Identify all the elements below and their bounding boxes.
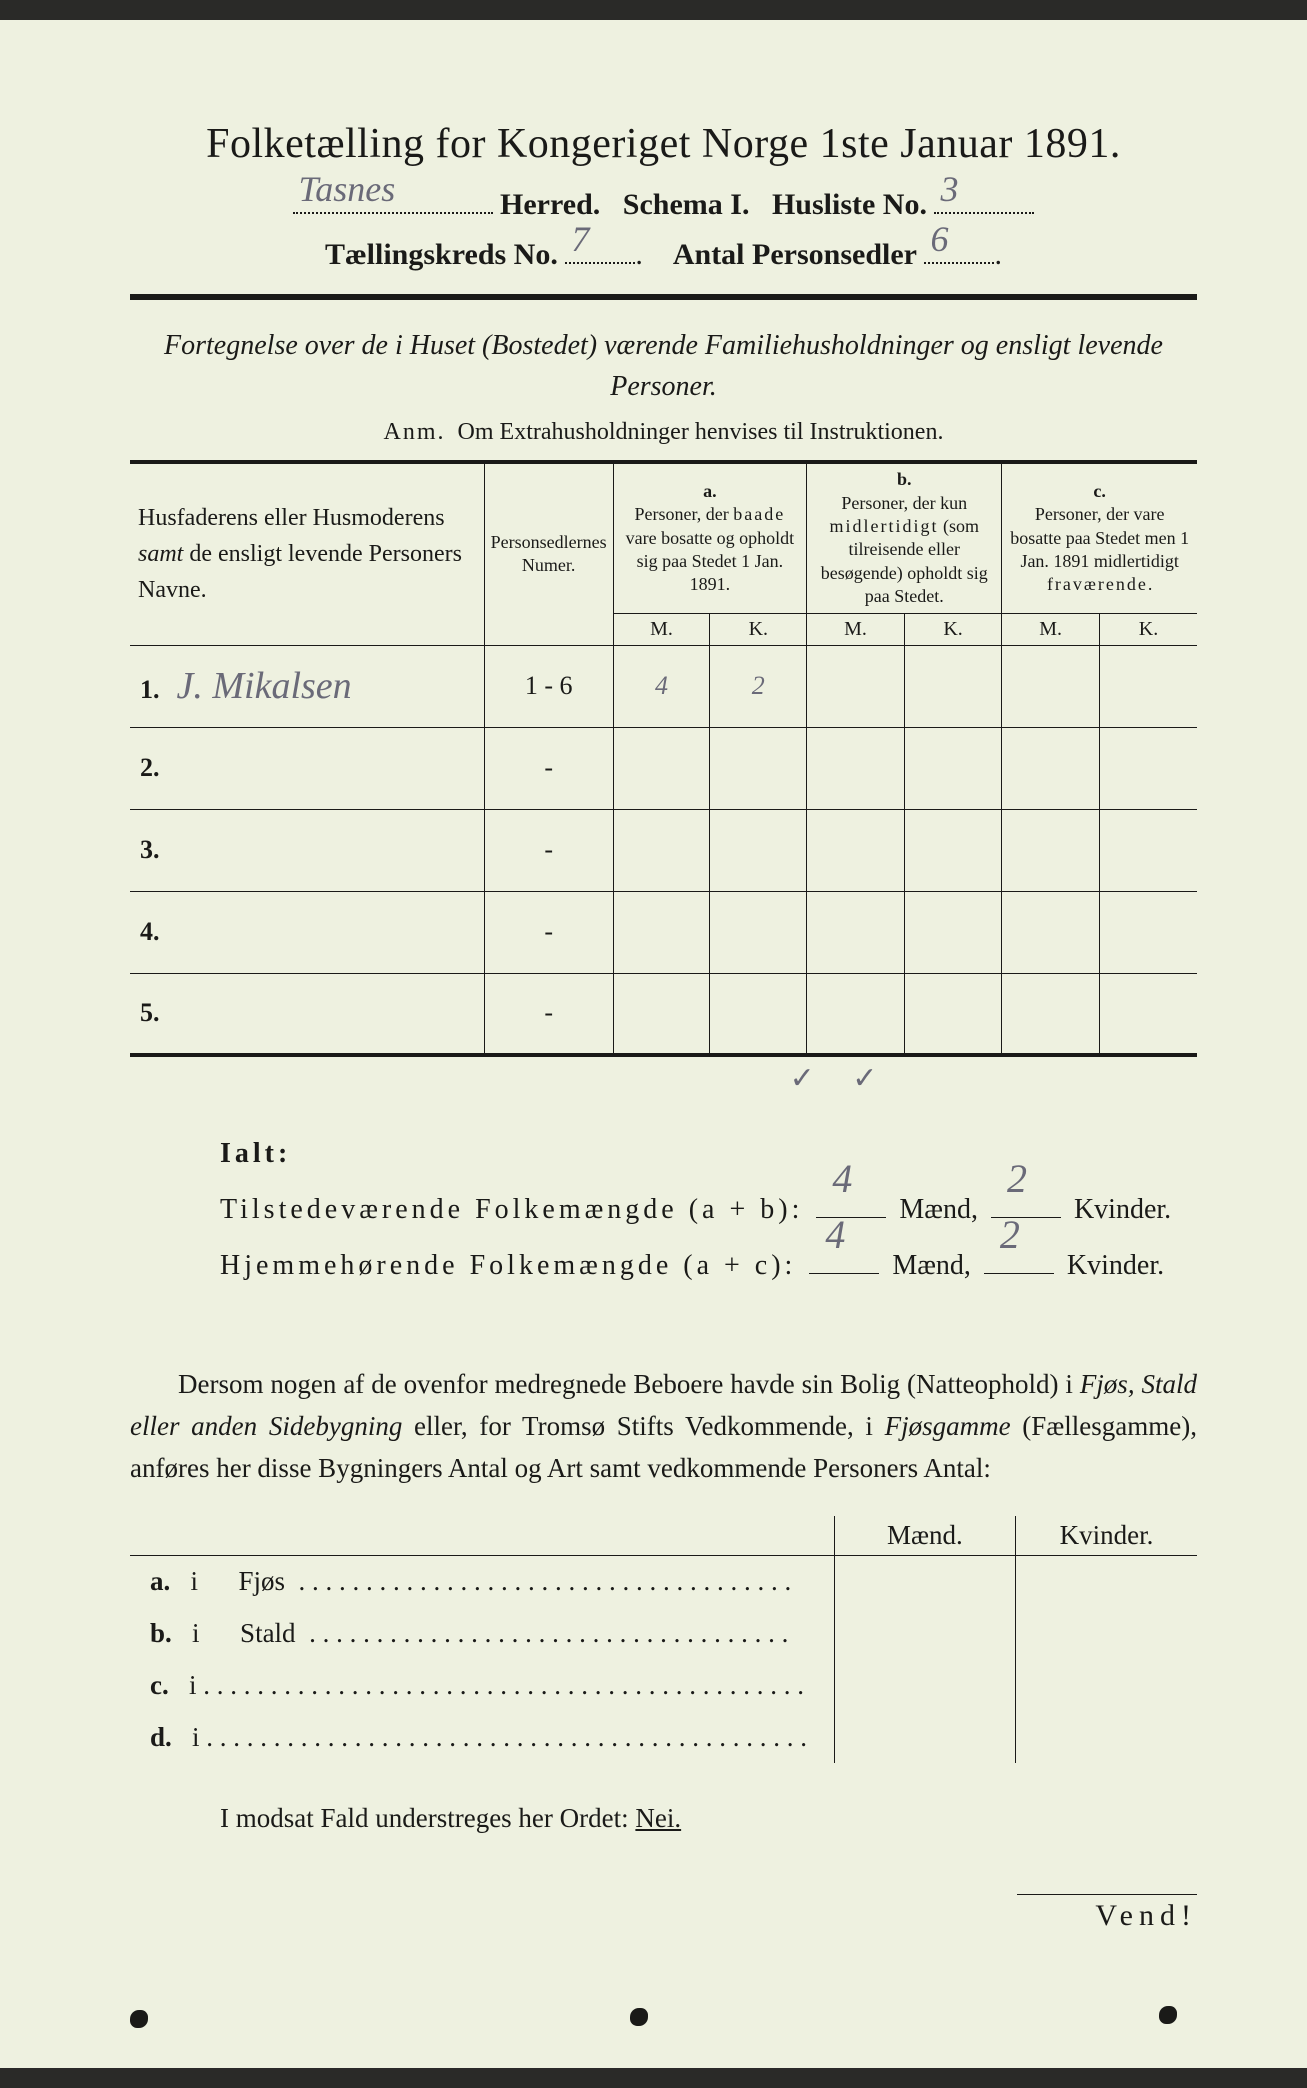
header-line-3: Tællingskreds No. 7 . Antal Personsedler… (130, 236, 1197, 272)
ink-spot-icon (1159, 2006, 1177, 2024)
col-c-m: M. (1002, 613, 1100, 645)
row-number: 5. (140, 998, 170, 1028)
col-b-m: M. (807, 613, 905, 645)
subtable-label-d: d. i . . . . . . . . . . . . . . . . . .… (130, 1711, 834, 1763)
nei-line: I modsat Fald understreges her Ordet: Ne… (130, 1803, 1197, 1834)
subtitle-text: Fortegnelse over de i Huset (Bostedet) v… (164, 330, 1163, 402)
row-b-k (904, 645, 1002, 727)
subtable-label-a: a. i Fjøs . . . . . . . . . . . . . . . … (130, 1555, 834, 1607)
herred-handwritten: Tasnes (299, 168, 396, 210)
row-b-m (807, 645, 905, 727)
totals-block: Ialt: Tilstedeværende Folkemængde (a + b… (220, 1126, 1197, 1294)
herred-field: Tasnes (293, 186, 493, 214)
kvinder-label: Kvinder. (1074, 1194, 1171, 1225)
outbuilding-table: Mænd. Kvinder. a. i Fjøs . . . . . . . .… (130, 1516, 1197, 1764)
row-name-handwritten: J. Mikalsen (177, 665, 352, 707)
row-number: 3. (140, 835, 170, 865)
col-a-k: K. (710, 613, 807, 645)
row-numer: - (484, 973, 613, 1055)
row-number: 4. (140, 917, 170, 947)
page-title: Folketælling for Kongeriget Norge 1ste J… (130, 120, 1197, 168)
subtable-maend: Mænd. (834, 1516, 1015, 1556)
totals-line-1: Tilstedeværende Folkemængde (a + b): 4 M… (220, 1182, 1197, 1238)
maend-label: Mænd, (899, 1194, 978, 1225)
ink-spot-icon (630, 2008, 648, 2026)
herred-label: Herred. (500, 188, 600, 221)
antal-label: Antal Personsedler (673, 238, 917, 271)
check-marks: ✓ ✓ (130, 1061, 1197, 1096)
totals-l2-m-field: 4 (809, 1248, 879, 1274)
nei-word: Nei. (635, 1803, 681, 1833)
row-numer: - (484, 809, 613, 891)
row-numer: - (484, 727, 613, 809)
col-c-header: c. Personer, der vare bosatte paa Stedet… (1002, 462, 1197, 613)
outbuilding-paragraph: Dersom nogen af de ovenfor medregnede Be… (130, 1364, 1197, 1490)
kreds-handwritten: 7 (571, 218, 589, 260)
subtitle: Fortegnelse over de i Huset (Bostedet) v… (130, 326, 1197, 407)
anm-label: Anm. (384, 419, 446, 445)
row-c-m (1002, 645, 1100, 727)
husliste-handwritten: 3 (940, 168, 958, 210)
census-form-page: Folketælling for Kongeriget Norge 1ste J… (0, 20, 1307, 2068)
subtable-row: d. i . . . . . . . . . . . . . . . . . .… (130, 1711, 1197, 1763)
table-row: 2. - (130, 727, 1197, 809)
husliste-label: Husliste No. (772, 188, 927, 221)
schema-label: Schema I. (623, 188, 750, 221)
table-row: 3. - (130, 809, 1197, 891)
anm-line: Anm. Om Extrahusholdninger henvises til … (130, 419, 1197, 446)
row-c-k (1099, 645, 1197, 727)
main-table: Husfaderens eller Husmoderens samt de en… (130, 460, 1197, 1057)
totals-line2-label: Hjemmehørende Folkemængde (a + c): (220, 1250, 796, 1281)
subtable-kvinder: Kvinder. (1016, 1516, 1197, 1556)
row-number: 2. (140, 753, 170, 783)
subtable-row: a. i Fjøs . . . . . . . . . . . . . . . … (130, 1555, 1197, 1607)
kvinder-label: Kvinder. (1067, 1250, 1164, 1281)
col-a-header: a. Personer, der baade vare bosatte og o… (613, 462, 806, 613)
table-row: 5. - (130, 973, 1197, 1055)
table-header-row: Husfaderens eller Husmoderens samt de en… (130, 462, 1197, 613)
table-row: 4. - (130, 891, 1197, 973)
kreds-field: 7 (565, 236, 635, 264)
header-line-2: Tasnes Herred. Schema I. Husliste No. 3 (130, 186, 1197, 222)
kreds-label: Tællingskreds No. (325, 238, 558, 271)
subtable-row: c. i . . . . . . . . . . . . . . . . . .… (130, 1659, 1197, 1711)
anm-text: Om Extrahusholdninger henvises til Instr… (458, 419, 944, 445)
maend-label: Mænd, (892, 1250, 971, 1281)
col-names-header: Husfaderens eller Husmoderens samt de en… (130, 462, 484, 645)
row-a-k: 2 (710, 645, 807, 727)
row-a-m: 4 (613, 645, 710, 727)
totals-l2-k-field: 2 (984, 1248, 1054, 1274)
rule-1 (130, 294, 1197, 300)
subtable-row: b. i Stald . . . . . . . . . . . . . . .… (130, 1607, 1197, 1659)
col-c-k: K. (1099, 613, 1197, 645)
antal-field: 6 (924, 236, 994, 264)
antal-handwritten: 6 (930, 218, 948, 260)
col-a-m: M. (613, 613, 710, 645)
totals-line1-label: Tilstedeværende Folkemængde (a + b): (220, 1194, 803, 1225)
subtable-label-b: b. i Stald . . . . . . . . . . . . . . .… (130, 1607, 834, 1659)
ialt-heading: Ialt: (220, 1126, 1197, 1182)
totals-line-2: Hjemmehørende Folkemængde (a + c): 4 Mæn… (220, 1238, 1197, 1294)
col-b-k: K. (904, 613, 1002, 645)
row-number: 1. (140, 675, 170, 705)
subtable-label-c: c. i . . . . . . . . . . . . . . . . . .… (130, 1659, 834, 1711)
ink-spot-icon (130, 2010, 148, 2028)
vend-label: Vend! (1017, 1894, 1197, 1933)
husliste-field: 3 (934, 186, 1034, 214)
row-numer: - (484, 891, 613, 973)
table-row: 1. J. Mikalsen 1 - 6 4 2 (130, 645, 1197, 727)
subtable-header: Mænd. Kvinder. (130, 1516, 1197, 1556)
col-numer-header: Personsedlernes Numer. (484, 462, 613, 645)
row-numer: 1 - 6 (484, 645, 613, 727)
col-b-header: b. Personer, der kun midlertidigt (som t… (807, 462, 1002, 613)
nei-text: I modsat Fald understreges her Ordet: (220, 1803, 629, 1833)
